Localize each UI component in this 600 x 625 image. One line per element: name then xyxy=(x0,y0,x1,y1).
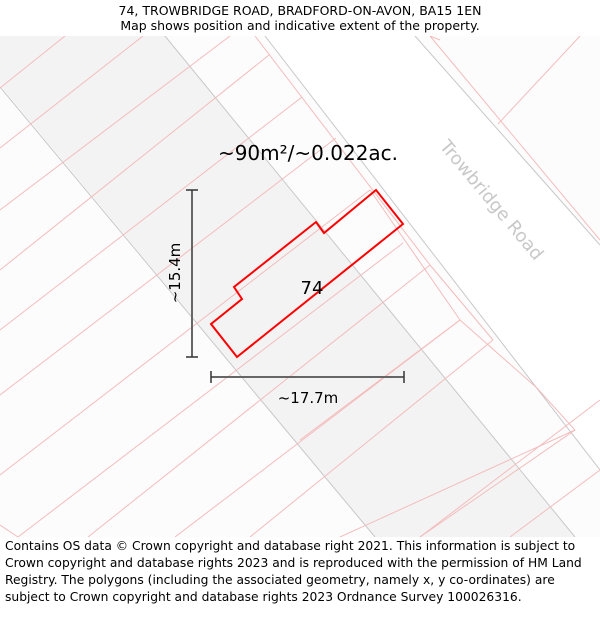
road-edge-lines xyxy=(0,36,600,537)
property-number-label: 74 xyxy=(301,278,324,299)
width-measure-label: ~17.7m xyxy=(278,389,339,407)
property-address-title: 74, TROWBRIDGE ROAD, BRADFORD-ON-AVON, B… xyxy=(118,3,482,18)
height-dimension-line xyxy=(186,189,198,358)
area-label: ~90m²/~0.022ac. xyxy=(218,141,398,165)
map-header: 74, TROWBRIDGE ROAD, BRADFORD-ON-AVON, B… xyxy=(0,0,600,36)
width-dimension-line xyxy=(210,371,405,383)
grey-band xyxy=(0,36,575,537)
parcel-boundaries xyxy=(0,36,600,537)
height-measure-label: ~15.4m xyxy=(166,243,184,304)
map-subtitle: Map shows position and indicative extent… xyxy=(120,18,480,33)
map-canvas: ~90m²/~0.022ac. 74 ~15.4m ~17.7m Trowbri… xyxy=(0,36,600,537)
property-map[interactable]: ~90m²/~0.022ac. 74 ~15.4m ~17.7m Trowbri… xyxy=(0,36,600,537)
copyright-attribution: Contains OS data © Crown copyright and d… xyxy=(5,539,582,604)
property-boundary[interactable] xyxy=(209,188,405,359)
